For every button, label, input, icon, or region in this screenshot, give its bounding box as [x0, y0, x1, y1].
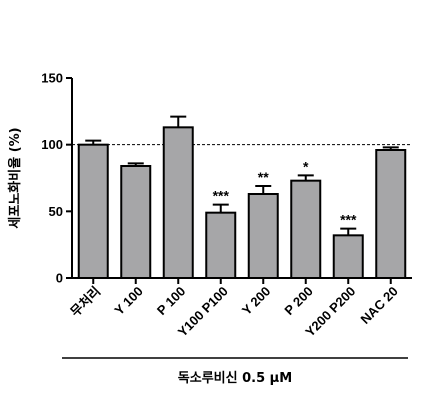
y-axis: 0 50 100 150 [41, 71, 73, 286]
bar [290, 179, 322, 280]
bar [162, 126, 194, 280]
significance-label: *** [213, 188, 230, 204]
y-tick-label: 50 [49, 204, 63, 219]
y-tick-label: 150 [41, 71, 63, 86]
bar [77, 143, 109, 279]
significance-label: ** [258, 169, 269, 185]
bar [120, 165, 152, 279]
bar [332, 234, 364, 279]
x-tick-label: NAC 20 [358, 284, 401, 327]
y-tick-label: 0 [56, 271, 63, 286]
y-axis-title: 세포노화비율 (%) [7, 127, 23, 228]
bar [375, 149, 407, 279]
x-tick-label: Y 100 [111, 284, 145, 318]
x-tick-label: Y 200 [239, 284, 273, 318]
significance-label: * [303, 158, 309, 174]
y-tick-label: 100 [41, 137, 63, 152]
significance-label: *** [340, 212, 357, 228]
x-tick-label: P 200 [281, 284, 315, 318]
bars: ********* [77, 115, 407, 280]
bar [247, 193, 279, 279]
x-axis-title: 독소루비신 0.5 μM [178, 371, 292, 386]
x-tick-label: 무처리 [67, 284, 103, 320]
bar [205, 211, 237, 280]
x-tick-label: P 100 [154, 284, 188, 318]
